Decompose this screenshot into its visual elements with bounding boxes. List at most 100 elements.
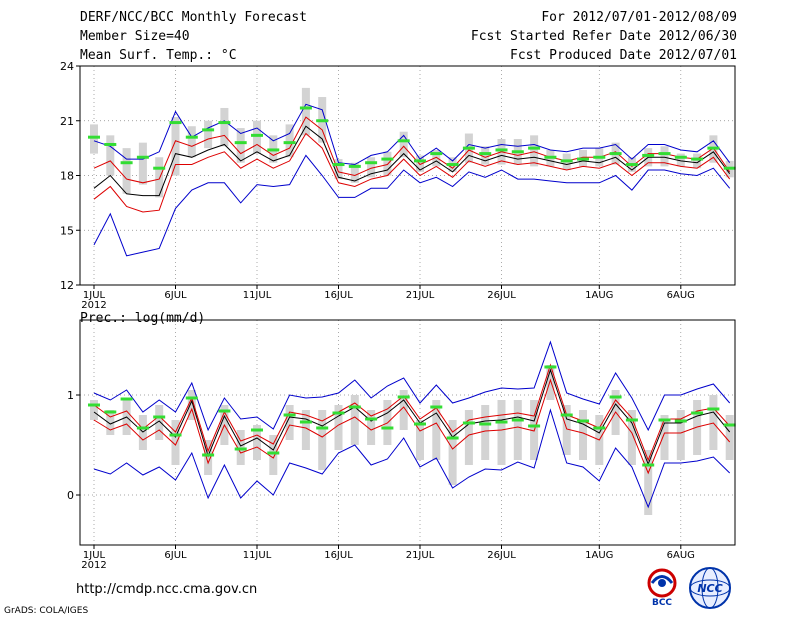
variable-label: Mean Surf. Temp.: °C [80, 48, 237, 63]
ensemble-box [448, 420, 457, 485]
ensemble-box [432, 400, 441, 460]
max-line [93, 103, 731, 166]
ensemble-box [464, 410, 473, 465]
plot-area [80, 66, 735, 285]
ensemble-box [285, 405, 294, 440]
mean-line [93, 125, 731, 197]
ensemble-box [399, 390, 408, 430]
upper-line [93, 363, 731, 462]
precip-panel-title: Prec.: log(mm/d) [80, 311, 205, 326]
y-tick-label: 0 [67, 489, 74, 502]
ensemble-box [285, 124, 294, 158]
plot-area [80, 320, 735, 545]
ensemble-box [204, 440, 213, 475]
ncc-logo-text: NCC [697, 582, 722, 595]
x-tick-label: 16JUL [324, 290, 353, 301]
ensemble-box [122, 148, 131, 194]
ensemble-box [350, 395, 359, 445]
lower-line [93, 378, 731, 475]
ensemble-box [187, 126, 196, 158]
ensemble-box [301, 87, 310, 136]
fcst-started-date: Fcst Started Refer Date 2012/06/30 [470, 29, 737, 44]
forecast-period: For 2012/07/01-2012/08/09 [541, 10, 737, 25]
grads-credit: GrADS: COLA/IGES [4, 606, 89, 616]
ensemble-box [334, 159, 343, 180]
ensemble-box [676, 153, 685, 167]
ensemble-box [155, 405, 164, 440]
ensemble-box [627, 410, 636, 465]
x-tick-label: 6JUL [164, 550, 187, 561]
year-label: 2012 [81, 300, 106, 311]
ensemble-box [546, 365, 555, 400]
lower-line [93, 132, 731, 213]
mean-line [93, 368, 731, 466]
ensemble-box [171, 117, 180, 176]
ensemble-box [660, 146, 669, 167]
member-size-label: Member Size=40 [80, 29, 190, 44]
temperature-panel: 12 15 18 21 24 1JUL 6JUL 11JUL 16JUL 21JUL 26JUL 1A… [60, 60, 736, 311]
max-line [93, 340, 731, 432]
x-tick-label: 26JUL [487, 290, 516, 301]
ensemble-box [155, 157, 164, 198]
x-tick-label: 26JUL [487, 550, 516, 561]
upper-line [93, 116, 731, 184]
x-tick-label: 6AUG [667, 550, 695, 561]
ensemble-box [318, 410, 327, 470]
min-line [93, 154, 731, 257]
ensemble-box [106, 135, 115, 176]
x-tick-label: 1AUG [585, 550, 613, 561]
ensemble-box [350, 162, 359, 183]
x-tick-label: 11JUL [243, 550, 272, 561]
ensemble-box [725, 415, 734, 460]
x-tick-label: 1AUG [585, 290, 613, 301]
ensemble-box [644, 450, 653, 515]
ensemble-box [432, 149, 441, 167]
x-tick-label: 11JUL [243, 290, 272, 301]
ensemble-box [530, 135, 539, 167]
ensemble-box [90, 124, 98, 154]
ensemble-box [204, 120, 213, 149]
x-tick-label: 6JUL [164, 290, 187, 301]
ensemble-box [513, 400, 522, 460]
x-tick-label: 6AUG [667, 290, 695, 301]
ensemble-box [481, 405, 490, 460]
ensemble-box [579, 410, 587, 460]
ensemble-box [399, 131, 408, 158]
ensemble-box [367, 157, 376, 178]
ensemble-box [106, 410, 115, 435]
ensemble-box [693, 153, 702, 169]
ensemble-box [416, 155, 424, 172]
ensemble-box [138, 142, 147, 185]
ensemble-box [187, 390, 196, 420]
source-url[interactable]: http://cmdp.ncc.cma.gov.cn [76, 582, 258, 597]
y-tick-label: 18 [60, 170, 74, 183]
ensemble-box [171, 420, 180, 465]
x-tick-label: 1JUL [83, 550, 106, 561]
ensemble-box [220, 107, 229, 147]
bcc-logo-text: BCC [652, 598, 672, 606]
ensemble-box [416, 420, 424, 460]
ensemble-box [253, 120, 261, 154]
ensemble-box [334, 405, 343, 450]
plot-frame [79, 319, 736, 546]
year-label: 2012 [81, 560, 106, 571]
y-tick-label: 21 [60, 115, 74, 128]
ensemble-box [383, 151, 392, 176]
ensemble-box [562, 405, 571, 455]
x-tick-label: 16JUL [324, 550, 353, 561]
ensemble-box [253, 425, 261, 460]
chart-title: DERF/NCC/BCC Monthly Forecast [80, 10, 307, 25]
y-tick-label: 12 [60, 279, 74, 292]
x-tick-label: 21JUL [406, 290, 435, 301]
y-tick-label: 15 [60, 224, 74, 237]
ensemble-box [367, 410, 376, 445]
ensemble-box [481, 146, 490, 165]
ensemble-box [90, 400, 98, 420]
bcc-logo: BCC [647, 568, 677, 606]
x-tick-label: 1JUL [83, 290, 106, 301]
ensemble-box [660, 415, 669, 460]
fcst-produced-date: Fcst Produced Date 2012/07/01 [510, 48, 737, 63]
min-line [93, 408, 731, 509]
